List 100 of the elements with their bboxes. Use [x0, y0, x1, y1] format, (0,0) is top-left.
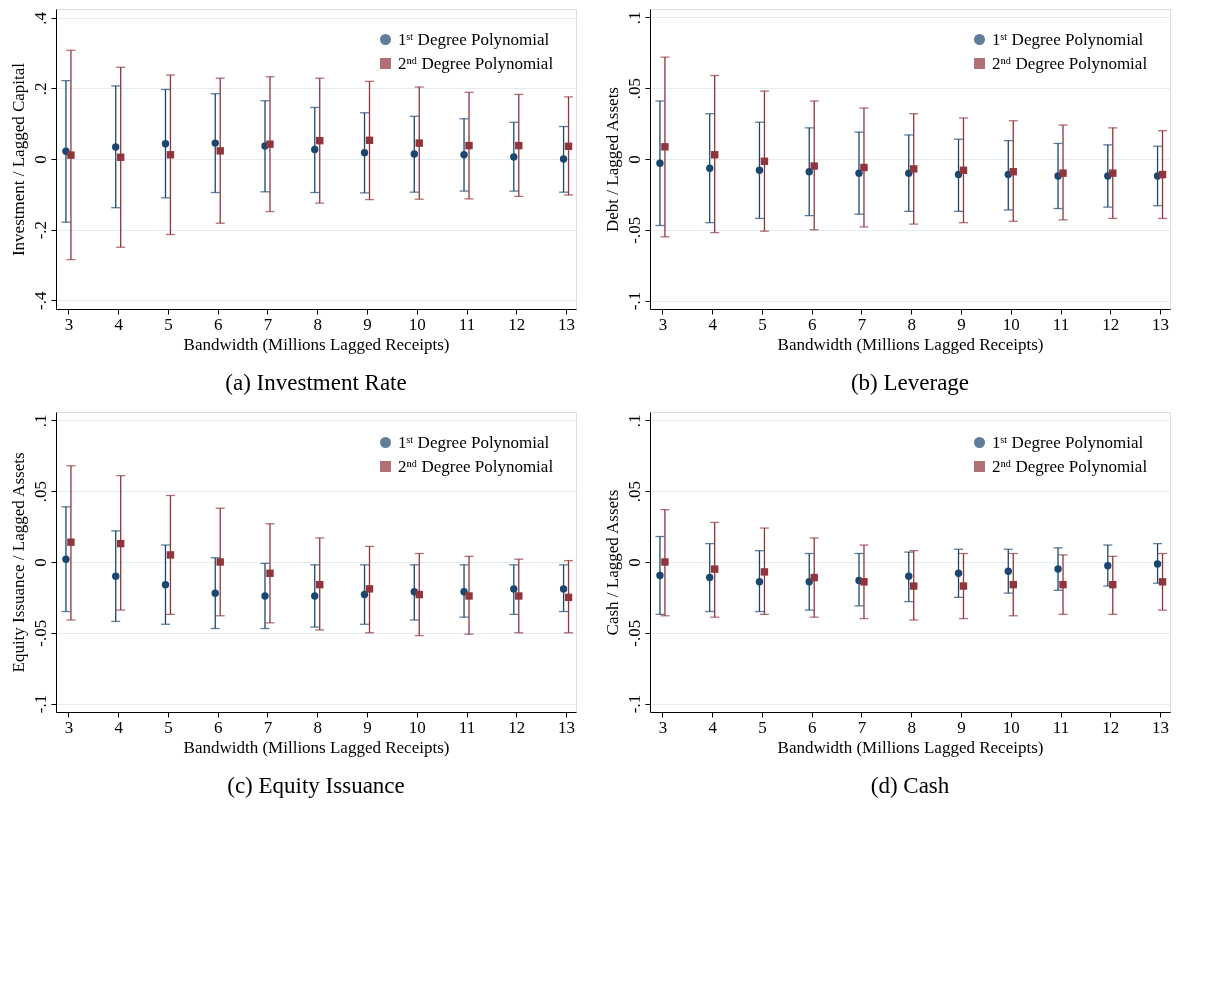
y-tick-label: .05	[624, 481, 644, 503]
x-tick-label: 11	[1052, 314, 1070, 334]
point	[67, 151, 75, 159]
y-tick-label: -.05	[624, 619, 644, 647]
point	[360, 590, 369, 599]
y-tick-label: 0	[624, 155, 644, 164]
x-tick-label: 13	[558, 717, 576, 737]
legend-label: 1ˢᵗ Degree Polynomial	[992, 29, 1144, 49]
x-tick-label: 6	[213, 314, 223, 334]
point	[954, 170, 963, 179]
point	[211, 589, 219, 597]
point	[706, 573, 714, 582]
x-tick-label: 12	[508, 314, 526, 334]
x-tick-label: 8	[313, 314, 322, 334]
point	[311, 592, 319, 600]
y-tick-label: .1	[30, 414, 50, 428]
y-tick-label: -.4	[30, 290, 50, 310]
x-tick-label: 6	[213, 717, 223, 737]
y-tick-label: .2	[30, 82, 50, 96]
point	[261, 592, 269, 600]
point	[460, 151, 468, 159]
point	[465, 141, 473, 150]
x-tick-label: 11	[458, 717, 476, 737]
point	[515, 592, 523, 600]
x-tick-label: 9	[957, 314, 966, 334]
x-axis-title: Bandwidth (Millions Lagged Receipts)	[183, 737, 450, 757]
point	[954, 569, 963, 578]
x-tick-label: 11	[1052, 717, 1070, 737]
point	[905, 572, 913, 580]
point	[365, 585, 374, 593]
y-axis-title: Equity Issuance / Lagged Assets	[8, 452, 28, 673]
x-tick-label: 4	[708, 314, 718, 334]
point	[910, 165, 918, 173]
y-axis-title: Debt / Lagged Assets	[602, 87, 622, 232]
legend-label: 2ⁿᵈ Degree Polynomial	[398, 456, 554, 476]
y-tick-label: .1	[624, 414, 644, 428]
point	[465, 592, 473, 600]
point	[1004, 567, 1012, 575]
point	[112, 143, 120, 151]
y-tick-label: -.1	[624, 291, 644, 311]
point	[1158, 578, 1167, 586]
y-tick-label: 0	[30, 155, 50, 164]
point	[755, 578, 764, 586]
x-tick-label: 5	[758, 314, 767, 334]
text: (a) Investment Rate	[225, 370, 407, 395]
x-tick-label: 9	[363, 717, 372, 737]
point	[706, 164, 714, 172]
point	[805, 578, 813, 586]
y-tick-label: -.05	[624, 216, 644, 244]
x-tick-label: 12	[1102, 314, 1120, 334]
x-tick-label: 13	[1152, 717, 1170, 737]
point	[559, 585, 568, 593]
point	[112, 572, 120, 580]
x-tick-label: 9	[957, 717, 966, 737]
point	[860, 163, 868, 172]
point	[62, 555, 70, 563]
point	[510, 585, 518, 593]
point	[855, 169, 863, 177]
point	[755, 166, 764, 175]
point	[360, 148, 369, 157]
point	[760, 568, 769, 576]
x-tick-label: 6	[807, 314, 817, 334]
point	[661, 143, 669, 151]
y-tick-label: -.1	[30, 694, 50, 714]
point	[161, 140, 170, 148]
y-tick-label: -.2	[30, 220, 50, 240]
point	[1109, 169, 1117, 177]
point	[1104, 561, 1112, 570]
x-tick-label: 8	[907, 314, 916, 334]
y-tick-label: .05	[30, 481, 50, 503]
x-tick-label: 7	[857, 314, 867, 334]
legend-label: 1ˢᵗ Degree Polynomial	[398, 432, 550, 452]
text: (c) Equity Issuance	[227, 773, 405, 798]
x-tick-label: 7	[263, 314, 273, 334]
text: (b) Leverage	[850, 370, 970, 395]
x-tick-label: 10	[1002, 717, 1020, 737]
point	[959, 582, 968, 590]
x-tick-label: 11	[458, 314, 476, 334]
x-tick-label: 5	[164, 314, 173, 334]
x-axis-title: Bandwidth (Millions Lagged Receipts)	[183, 334, 450, 354]
x-tick-label: 7	[263, 717, 273, 737]
point	[266, 140, 274, 148]
legend-label: 2ⁿᵈ Degree Polynomial	[992, 53, 1148, 73]
legend-label: 1ˢᵗ Degree Polynomial	[398, 29, 550, 49]
x-tick-label: 10	[1002, 314, 1020, 334]
x-tick-label: 4	[708, 717, 718, 737]
y-tick-label: .4	[30, 11, 50, 25]
x-tick-label: 6	[807, 717, 817, 737]
x-axis-title: Bandwidth (Millions Lagged Receipts)	[777, 334, 1044, 354]
point	[510, 153, 518, 161]
point	[710, 565, 719, 573]
point	[266, 569, 274, 578]
point	[161, 580, 170, 589]
x-tick-label: 13	[558, 314, 576, 334]
legend-label: 2ⁿᵈ Degree Polynomial	[992, 456, 1148, 476]
y-tick-label: .05	[624, 78, 644, 100]
point	[910, 582, 918, 590]
point	[559, 155, 568, 163]
x-tick-label: 8	[313, 717, 322, 737]
point	[410, 150, 418, 158]
